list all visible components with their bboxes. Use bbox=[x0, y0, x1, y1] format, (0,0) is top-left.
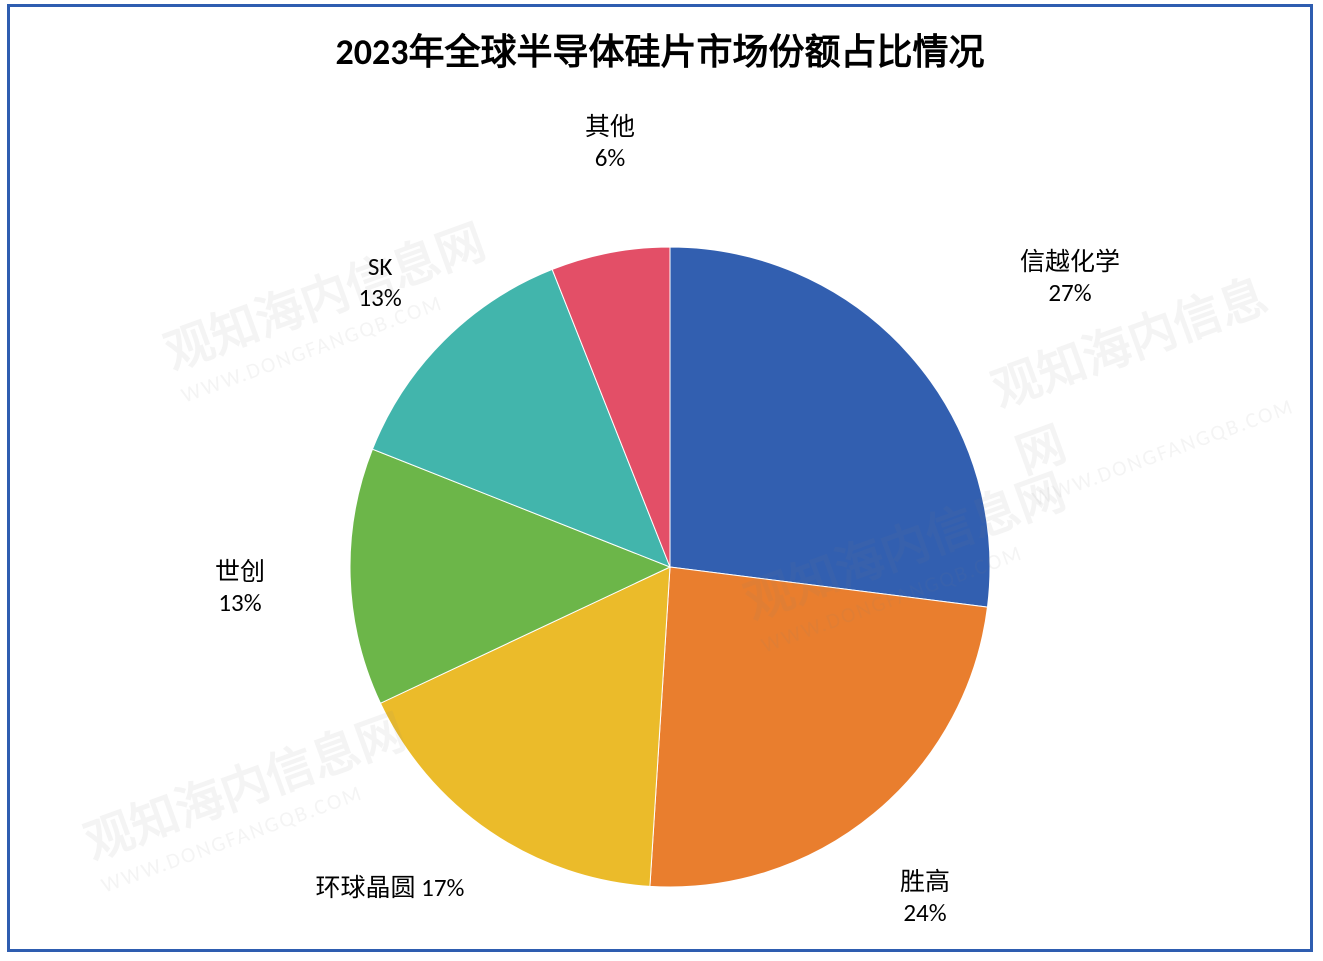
slice-label-name: 世创 bbox=[215, 556, 265, 587]
slice-label-name: 信越化学 bbox=[1020, 246, 1120, 277]
slice-label-pct: 27% bbox=[1020, 277, 1120, 308]
chart-frame: 2023年全球半导体硅片市场份额占比情况 信越化学27%胜高24%环球晶圆 17… bbox=[7, 4, 1313, 952]
slice-label-name: 环球晶圆 bbox=[316, 872, 416, 903]
slice-label-name: 其他 bbox=[585, 111, 635, 142]
slice-label: 信越化学27% bbox=[1020, 246, 1120, 309]
slice-label-pct: 6% bbox=[585, 142, 635, 173]
slice-label-pct: 13% bbox=[215, 587, 265, 618]
slice-label-pct: 24% bbox=[900, 897, 950, 928]
slice-label-name: 胜高 bbox=[900, 866, 950, 897]
slice-label: 其他6% bbox=[585, 111, 635, 174]
slice-label-pct: 17% bbox=[416, 872, 465, 903]
slice-label: 世创13% bbox=[215, 556, 265, 619]
slice-label: 胜高24% bbox=[900, 866, 950, 929]
slice-label: 环球晶圆 17% bbox=[316, 872, 465, 903]
